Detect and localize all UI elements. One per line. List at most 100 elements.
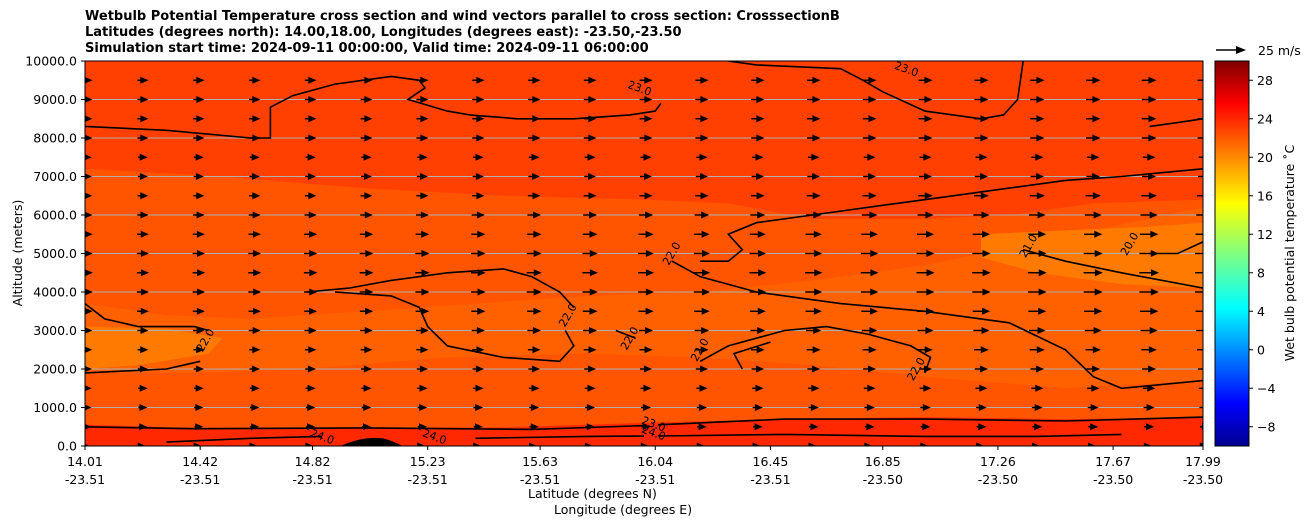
wind-vector-head bbox=[812, 134, 821, 142]
wind-vector-head bbox=[307, 384, 316, 392]
wind-vector bbox=[696, 384, 708, 392]
wind-vector-head bbox=[363, 404, 372, 411]
wind-vector-head bbox=[1038, 288, 1047, 296]
wind-vector-head bbox=[195, 404, 204, 411]
wind-vector bbox=[976, 404, 987, 411]
wind-vector bbox=[638, 288, 654, 296]
wind-vector-head bbox=[925, 211, 934, 219]
wind-vector-head bbox=[530, 423, 539, 431]
wind-vector-head bbox=[982, 250, 991, 257]
wind-vector-head bbox=[140, 76, 149, 84]
wind-vector bbox=[864, 404, 875, 411]
wind-vector bbox=[137, 230, 149, 238]
wind-vector bbox=[918, 346, 933, 354]
y-tick-label: 10000.0 bbox=[25, 54, 77, 69]
wind-vector bbox=[249, 384, 260, 392]
wind-vector bbox=[417, 423, 427, 431]
x-tick-label-lat: 14.82 bbox=[295, 454, 331, 469]
wind-vector bbox=[807, 153, 820, 161]
wind-vector bbox=[305, 365, 316, 373]
wind-vector bbox=[583, 211, 598, 219]
wind-vector-head bbox=[476, 134, 485, 142]
wind-vector bbox=[304, 327, 317, 334]
wind-vector-head bbox=[812, 76, 821, 84]
wind-vector bbox=[415, 269, 430, 277]
colorbar-ticks: −8 −4 0 4 8 12 16 20 24 28 bbox=[1249, 73, 1275, 434]
wind-vector-head bbox=[196, 76, 205, 84]
wind-vector bbox=[304, 346, 317, 354]
wind-vector-head bbox=[756, 365, 765, 373]
wind-vector-head bbox=[365, 250, 374, 257]
wind-vector bbox=[138, 404, 148, 411]
wind-vector bbox=[249, 76, 261, 84]
wind-vector-head bbox=[531, 153, 540, 161]
wind-vector bbox=[807, 96, 821, 103]
wind-vector bbox=[807, 115, 821, 123]
wind-vector bbox=[361, 423, 372, 431]
wind-vector bbox=[751, 96, 765, 103]
wind-vector bbox=[805, 230, 822, 238]
wind-vector bbox=[1086, 115, 1101, 123]
wind-vector-head bbox=[1035, 153, 1044, 161]
wind-vector bbox=[193, 346, 205, 354]
wind-vector-head bbox=[421, 250, 430, 257]
wind-vector bbox=[528, 76, 541, 84]
wind-vector bbox=[303, 250, 318, 257]
wind-vector bbox=[1142, 384, 1156, 392]
wind-vector bbox=[473, 423, 483, 431]
quiver-key-arrow-head bbox=[1236, 46, 1246, 54]
wind-vector bbox=[1087, 153, 1100, 161]
y-tick-label: 9000.0 bbox=[33, 92, 77, 107]
wind-vector-head bbox=[1038, 269, 1047, 277]
wind-vector bbox=[1195, 310, 1203, 312]
wind-vector bbox=[1083, 269, 1103, 277]
wind-vector bbox=[304, 230, 318, 238]
wind-vector-head bbox=[251, 173, 260, 180]
wind-vector-head bbox=[193, 442, 202, 446]
wind-vector-head bbox=[923, 384, 932, 392]
wind-vector bbox=[529, 423, 539, 431]
wind-vector bbox=[1032, 423, 1043, 431]
wind-vector-head bbox=[140, 96, 149, 103]
wind-vector bbox=[753, 423, 763, 431]
wind-vector bbox=[695, 173, 709, 180]
wind-vector bbox=[249, 115, 261, 123]
wind-vector bbox=[1140, 327, 1158, 334]
wind-vector-head bbox=[1204, 135, 1212, 142]
wind-vector-head bbox=[867, 384, 876, 392]
wind-vector bbox=[470, 269, 486, 277]
wind-vector bbox=[752, 442, 761, 446]
wind-vector-head bbox=[588, 96, 597, 103]
wind-vector bbox=[1197, 98, 1203, 101]
wind-vector bbox=[417, 442, 426, 446]
wind-vector-head bbox=[1147, 384, 1156, 392]
wind-vector bbox=[1196, 329, 1203, 332]
wind-vector-head bbox=[1092, 173, 1101, 180]
wind-vector bbox=[472, 115, 485, 123]
wind-vector bbox=[696, 442, 705, 446]
wind-vector-head bbox=[870, 288, 879, 296]
wind-vector bbox=[751, 115, 765, 123]
wind-vector-head bbox=[982, 288, 991, 296]
wind-vector-head bbox=[1094, 307, 1103, 315]
wind-vector-head bbox=[308, 346, 317, 354]
wind-vector bbox=[361, 365, 372, 373]
wind-vector bbox=[1030, 134, 1045, 142]
wind-vector-head bbox=[1204, 115, 1212, 122]
wind-vector bbox=[861, 230, 878, 238]
wind-vector-head bbox=[1148, 365, 1157, 373]
wind-vector bbox=[1197, 79, 1203, 81]
wind-vector bbox=[193, 173, 204, 180]
wind-vector-head bbox=[640, 442, 649, 446]
wind-vector bbox=[584, 153, 596, 161]
wind-vector-head bbox=[696, 442, 705, 446]
wind-vector bbox=[528, 365, 540, 373]
wind-vector-head bbox=[589, 250, 598, 257]
wind-vector bbox=[85, 77, 93, 84]
wind-vector bbox=[136, 288, 149, 296]
wind-vector-head bbox=[757, 230, 766, 238]
wind-vector bbox=[918, 192, 933, 200]
wind-vector-head bbox=[868, 173, 877, 180]
wind-vector bbox=[972, 230, 991, 238]
wind-vector bbox=[583, 115, 597, 123]
